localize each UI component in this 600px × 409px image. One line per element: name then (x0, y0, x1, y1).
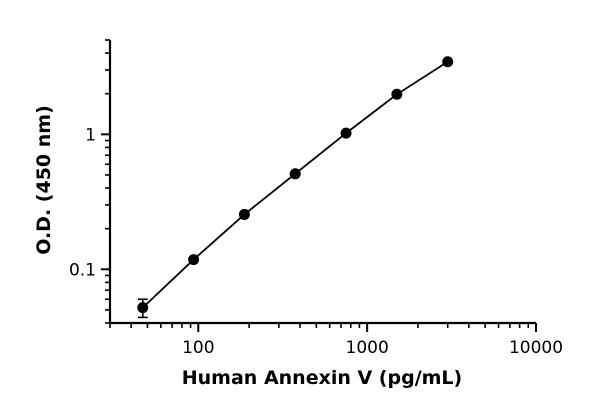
y-axis-title: O.D. (450 nm) (33, 105, 55, 255)
data-point (188, 254, 200, 266)
data-point (340, 127, 352, 139)
axes (108, 40, 536, 325)
ticks: 100 1000 10000 0.1 1 (69, 39, 563, 358)
series (137, 56, 454, 319)
data-point (137, 302, 149, 314)
y-tick-label: 1 (85, 125, 96, 145)
data-point (238, 208, 250, 220)
data-point (442, 56, 454, 68)
y-tick-label: 0.1 (69, 260, 96, 280)
series-line (142, 60, 449, 309)
x-axis-title: Human Annexin V (pg/mL) (182, 367, 462, 389)
x-tick-label: 100 (182, 338, 214, 358)
data-point (391, 88, 403, 100)
data-point (289, 168, 301, 180)
x-tick-label: 10000 (509, 338, 563, 358)
x-tick-label: 1000 (346, 338, 389, 358)
